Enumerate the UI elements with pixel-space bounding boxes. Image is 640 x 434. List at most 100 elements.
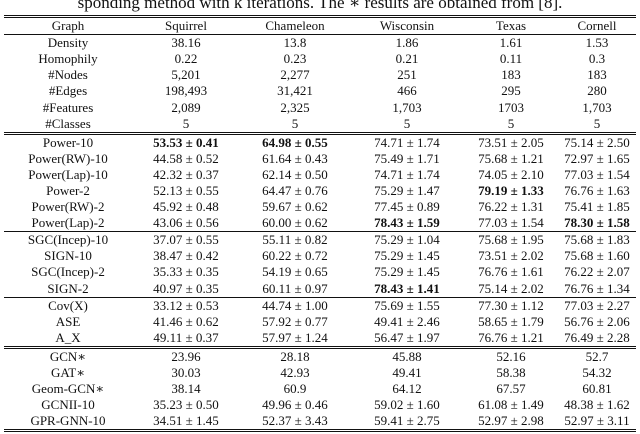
cell: 38.16 [171, 35, 201, 51]
cell: 76.76 ± 1.61 [478, 264, 544, 280]
cell: 76.49 ± 2.28 [564, 329, 630, 345]
row-label: SGC(Incep)-10 [4, 231, 132, 249]
table-row: Power-10 53.53 ± 0.41 64.98 ± 0.55 74.71 ± … [4, 131, 636, 151]
cell: 0.11 [499, 51, 523, 67]
cell: 53.53 ± 0.41 [132, 131, 240, 151]
cell: 42.93 [280, 365, 310, 381]
cell: 76.76 ± 1.63 [564, 182, 630, 198]
cell: 64.47 ± 0.76 [262, 182, 328, 198]
row-label: #Nodes [48, 67, 88, 83]
cell: 75.29 ± 1.45 [374, 248, 440, 264]
cell: 183 [501, 67, 521, 83]
cell: 78.30 ± 1.58 [564, 215, 630, 231]
cell: 61.64 ± 0.43 [262, 150, 328, 166]
cell: 67.57 [496, 381, 526, 397]
row-label: Power(RW)-2 [31, 199, 105, 215]
cell: 73.51 ± 2.02 [478, 248, 544, 264]
table-row: Power(Lap)-2 43.06 ± 0.56 60.00 ± 0.62 78.4… [4, 215, 636, 232]
cell: 42.32 ± 0.37 [153, 166, 219, 182]
cell: 35.23 ± 0.50 [153, 397, 219, 413]
cell: 43.06 ± 0.56 [153, 215, 219, 231]
cell: 75.29 ± 1.04 [350, 231, 464, 249]
row-label: Geom-GCN∗ [31, 381, 105, 397]
cell: 56.47 ± 1.97 [374, 329, 440, 345]
cell: 60.22 ± 0.72 [262, 248, 328, 264]
cell: 74.71 ± 1.74 [350, 131, 464, 151]
cell: 57.97 ± 1.24 [262, 329, 328, 345]
cell: 13.8 [283, 35, 307, 51]
row-label: SIGN-2 [47, 280, 89, 296]
cell: 77.03 ± 1.54 [564, 166, 630, 182]
cell: 75.68 ± 1.95 [464, 231, 558, 249]
table-row: Power(RW)-10 44.58 ± 0.52 61.64 ± 0.43 75.4… [4, 151, 636, 167]
row-label: SGC(Incep)-2 [31, 264, 105, 280]
table-row: SGC(Incep)-10 37.07 ± 0.55 55.11 ± 0.82 75.… [4, 231, 636, 249]
cell: 33.12 ± 0.53 [132, 296, 240, 314]
header-cell: Texas [464, 16, 558, 36]
cell: 52.97 ± 2.98 [478, 413, 544, 429]
cell: 23.96 [132, 345, 240, 365]
header-cell: Chameleon [240, 16, 350, 36]
cell: 37.07 ± 0.55 [132, 231, 240, 249]
cell: 41.46 ± 0.62 [153, 313, 219, 329]
cell: 45.92 ± 0.48 [153, 199, 219, 215]
cell: 44.58 ± 0.52 [153, 150, 219, 166]
cell: 2,325 [280, 99, 310, 115]
header-cell: Cornell [558, 16, 636, 36]
cell: 60.81 [582, 381, 612, 397]
cell: 5 [593, 115, 601, 131]
cell: 77.30 ± 1.12 [464, 296, 558, 314]
table-row: SIGN-2 40.97 ± 0.35 60.11 ± 0.97 78.43 ± 1.… [4, 281, 636, 298]
cell: 2,089 [171, 99, 201, 115]
row-label: GCNII-10 [41, 397, 95, 413]
table-row: SIGN-10 38.47 ± 0.42 60.22 ± 0.72 75.29 ± 1… [4, 248, 636, 264]
row-label: Power(Lap)-2 [31, 215, 105, 231]
cell: 5 [403, 115, 411, 131]
cell: 44.74 ± 1.00 [240, 296, 350, 314]
cell: 75.29 ± 1.47 [374, 182, 440, 198]
cell: 75.69 ± 1.55 [350, 296, 464, 314]
cell: 0.21 [395, 51, 419, 67]
cell: 1.53 [585, 35, 609, 51]
cell: 57.92 ± 0.77 [262, 313, 328, 329]
cell: 280 [587, 83, 607, 99]
cell: 52.16 [464, 345, 558, 365]
table-row: Power-2 52.13 ± 0.55 64.47 ± 0.76 75.29 ± 1… [4, 183, 636, 199]
cell: 75.68 ± 1.21 [478, 150, 544, 166]
cell: 77.03 ± 2.27 [558, 296, 636, 314]
cell: 79.19 ± 1.33 [478, 182, 544, 198]
cell: 40.97 ± 0.35 [153, 280, 219, 296]
cell: 54.32 [582, 365, 612, 381]
cell: 72.97 ± 1.65 [564, 150, 630, 166]
cell: 183 [587, 67, 607, 83]
cell: 76.22 ± 2.07 [564, 264, 630, 280]
header-cell: Squirrel [132, 16, 240, 36]
cell: 74.05 ± 2.10 [478, 166, 544, 182]
cell: 58.65 ± 1.79 [478, 313, 544, 329]
cell: 35.33 ± 0.35 [153, 264, 219, 280]
cell: 45.88 [350, 345, 464, 365]
table-row: GPR-GNN-10 34.51 ± 1.45 52.37 ± 3.43 59.41 … [4, 413, 636, 431]
cell: 62.14 ± 0.50 [262, 166, 328, 182]
table-row: GCN∗ 23.96 28.18 45.88 52.16 52.7 [4, 345, 636, 365]
cell: 49.41 [392, 365, 422, 381]
row-label: GCN∗ [4, 345, 132, 365]
table-row: #Edges 198,493 31,421 466 295 280 [4, 83, 636, 99]
cell: 52.7 [558, 345, 636, 365]
cell: 75.68 ± 1.60 [564, 248, 630, 264]
cell: 60.9 [283, 381, 307, 397]
cell: 77.45 ± 0.89 [374, 199, 440, 215]
cell: 466 [397, 83, 417, 99]
cell: 251 [397, 67, 417, 83]
cell: 75.14 ± 2.50 [558, 131, 636, 151]
cell: 2,277 [280, 67, 310, 83]
table-row: Density 38.16 13.8 1.86 1.61 1.53 [4, 35, 636, 52]
cell: 1.61 [499, 35, 523, 51]
cell: 76.76 ± 1.34 [564, 280, 630, 296]
cell: 64.12 [392, 381, 422, 397]
cell: 61.08 ± 1.49 [478, 397, 544, 413]
cell: 75.68 ± 1.83 [558, 231, 636, 249]
cell: 78.43 ± 1.59 [374, 215, 440, 231]
cell: 30.03 [171, 365, 201, 381]
cell: 38.14 [171, 381, 201, 397]
